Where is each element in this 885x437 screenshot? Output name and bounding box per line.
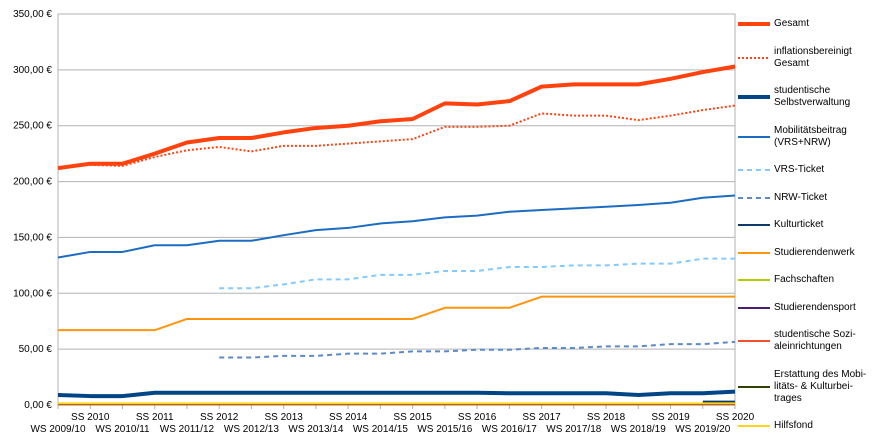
x-tick-label: SS 2020 [716, 412, 755, 423]
legend-label: Kulturticket [774, 219, 824, 230]
y-tick-label: 250,00 € [13, 121, 52, 132]
x-tick-label: WS 2016/17 [482, 424, 537, 435]
legend-label: studentische Selbstverwaltung [774, 85, 851, 108]
legend-swatch [738, 279, 770, 281]
legend-swatch [738, 224, 770, 226]
legend-label: Erstattung des Mobi- litäts- & Kulturbei… [774, 368, 867, 404]
x-tick-label: WS 2010/11 [95, 424, 150, 435]
x-tick-label: WS 2018/19 [611, 424, 666, 435]
legend-label: Studierendensport [774, 301, 856, 313]
legend-label: Hilfsfond [774, 420, 813, 431]
legend-swatch [738, 385, 770, 388]
legend-label: Fachschaften [774, 274, 835, 285]
y-tick-label: 200,00 € [13, 177, 52, 188]
x-tick-label: WS 2015/16 [417, 424, 472, 435]
legend-item: Mobilitätsbeitrag (VRS+NRW) [738, 125, 883, 149]
legend-item: Erstattung des Mobi- litäts- & Kulturbei… [738, 369, 883, 405]
y-tick-label: 300,00 € [13, 65, 52, 76]
legend-swatch [738, 22, 770, 26]
series-line [219, 257, 735, 290]
legend-swatch [738, 135, 770, 138]
legend-swatch [738, 169, 770, 171]
x-tick-label: SS 2011 [136, 412, 174, 423]
x-tick-label: SS 2010 [71, 412, 110, 423]
x-tick-label: WS 2019/20 [675, 424, 730, 435]
legend-item: Gesamt [738, 18, 883, 30]
legend-item: NRW-Ticket [738, 192, 883, 204]
legend-item: Fachschaften [738, 274, 883, 286]
legend-label: VRS-Ticket [774, 164, 825, 175]
legend-label: inflationsbereinigt Gesamt [774, 45, 852, 69]
legend-label: Gesamt [774, 18, 810, 29]
x-tick-label: SS 2018 [587, 412, 626, 423]
series-line [57, 194, 736, 259]
legend-item: inflationsbereinigt Gesamt [738, 46, 883, 70]
x-tick-label: WS 2014/15 [353, 424, 408, 435]
legend-item: studentische Selbstverwaltung [738, 85, 883, 109]
x-tick-label: WS 2012/13 [224, 424, 279, 435]
series-line [57, 389, 736, 399]
legend-swatch [738, 56, 770, 59]
legend-swatch [738, 340, 770, 342]
x-tick-label: WS 2011/12 [160, 424, 215, 435]
x-tick-label: SS 2017 [522, 412, 561, 423]
legend-swatch [738, 251, 770, 254]
series-line [57, 104, 736, 170]
legend-item: Hilfsfond [738, 420, 883, 432]
x-tick-label: SS 2012 [200, 412, 239, 423]
series-line [58, 295, 735, 332]
legend-label: Mobilitätsbeitrag (VRS+NRW) [774, 124, 847, 148]
legend-item: Studierendensport [738, 302, 883, 314]
x-tick-label: WS 2013/14 [288, 424, 343, 435]
series-line [57, 64, 736, 171]
legend-swatch [738, 95, 770, 99]
x-tick-label: SS 2019 [651, 412, 690, 423]
x-tick-label: SS 2014 [329, 412, 368, 423]
legend-swatch [738, 196, 770, 199]
legend-item: Kulturticket [738, 219, 883, 231]
y-tick-label: 50,00 € [19, 344, 53, 355]
x-tick-label: SS 2013 [264, 412, 303, 423]
legend-label: NRW-Ticket [774, 191, 828, 203]
y-tick-label: 0,00 € [24, 400, 52, 411]
legend-item: studentische Sozi- aleinrichtungen [738, 329, 883, 353]
legend-label: Studierendenwerk [774, 246, 855, 258]
y-tick-label: 100,00 € [13, 288, 52, 299]
x-tick-label: WS 2017/18 [546, 424, 601, 435]
x-tick-label: WS 2009/10 [30, 424, 85, 435]
legend: Gesamt inflationsbereinigt Gesamt studenti… [738, 18, 883, 432]
x-tick-label: SS 2015 [393, 412, 432, 423]
x-tick-label: SS 2016 [458, 412, 497, 423]
legend-item: VRS-Ticket [738, 164, 883, 176]
y-tick-label: 150,00 € [13, 232, 52, 243]
legend-label: studentische Sozi- aleinrichtungen [774, 329, 856, 352]
legend-swatch [738, 306, 770, 309]
y-tick-label: 350,00 € [13, 9, 52, 20]
legend-item: Studierendenwerk [738, 247, 883, 259]
legend-swatch [738, 425, 770, 427]
series-line [219, 340, 736, 359]
